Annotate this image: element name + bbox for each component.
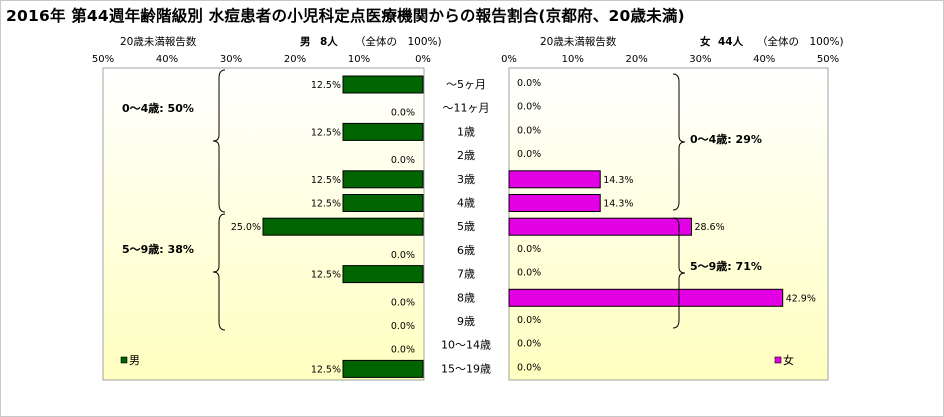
male-bar	[342, 194, 424, 212]
female-sub-label: 20歳未満報告数	[540, 35, 617, 48]
female-header-count: 44人	[718, 35, 744, 48]
male-header-total: （全体の 100%)	[355, 35, 442, 48]
female-annotation-5-9: 5～9歳: 71%	[690, 259, 762, 273]
age-category-label: 15～19歳	[441, 362, 491, 375]
female-data-label: 0.0%	[517, 315, 541, 326]
male-data-label: 25.0%	[231, 222, 261, 233]
male-bar	[342, 170, 424, 189]
female-annotation-0-4: 0～4歳: 29%	[690, 132, 762, 146]
female-data-label: 0.0%	[517, 78, 541, 89]
male-data-label: 12.5%	[311, 199, 341, 210]
female-tick-label: 0%	[501, 54, 517, 65]
age-category-label: 3歳	[457, 173, 475, 186]
male-data-label: 12.5%	[311, 270, 341, 281]
male-data-label: 12.5%	[311, 364, 341, 375]
age-category-label: 8歳	[457, 291, 475, 304]
male-tick-label: 30%	[220, 54, 242, 65]
female-brace-0-4	[672, 73, 686, 211]
male-annotation-5-9: 5～9歳: 38%	[122, 242, 194, 256]
female-tick-label: 30%	[689, 54, 711, 65]
age-category-label: 5歳	[457, 220, 475, 233]
male-bar	[342, 359, 424, 378]
age-category-label: ～5ヶ月	[446, 78, 486, 91]
male-bar	[262, 217, 424, 236]
male-tick-label: 20%	[284, 54, 306, 65]
male-data-label: 0.0%	[391, 155, 415, 166]
female-header-total: （全体の 100%)	[757, 35, 844, 48]
male-tick-label: 10%	[348, 54, 370, 65]
female-data-label: 14.3%	[603, 199, 633, 210]
female-legend-swatch	[774, 356, 782, 364]
male-data-label: 0.0%	[391, 321, 415, 332]
male-data-label: 0.0%	[391, 345, 415, 356]
male-data-label: 0.0%	[391, 250, 415, 261]
age-category-label: 4歳	[457, 197, 475, 210]
age-category-label: 1歳	[457, 125, 475, 138]
female-bar	[508, 288, 784, 307]
female-tick-label: 40%	[753, 54, 775, 65]
age-category-label: 9歳	[457, 315, 475, 328]
male-data-label: 0.0%	[391, 297, 415, 308]
male-brace-5-9	[212, 213, 226, 331]
male-tick-label: 40%	[156, 54, 178, 65]
female-data-label: 0.0%	[517, 268, 541, 279]
female-bar	[508, 217, 692, 236]
male-legend-label: 男	[129, 354, 140, 367]
male-header-count: 8人	[320, 35, 338, 48]
female-tick-label: 20%	[625, 54, 647, 65]
female-tick-label: 10%	[562, 54, 584, 65]
age-category-label: 2歳	[457, 149, 475, 162]
male-brace-0-4	[212, 69, 226, 213]
male-data-label: 12.5%	[311, 127, 341, 138]
female-bar	[508, 194, 601, 212]
male-annotation-0-4: 0～4歳: 50%	[122, 101, 194, 115]
female-data-label: 0.0%	[517, 149, 541, 160]
female-data-label: 0.0%	[517, 339, 541, 350]
male-data-label: 0.0%	[391, 108, 415, 119]
age-category-label: 6歳	[457, 244, 475, 257]
male-data-label: 12.5%	[311, 80, 341, 91]
chart-title: 2016年 第44週年齢階級別 水痘患者の小児科定点医療機関からの報告割合(京都…	[6, 7, 685, 25]
male-data-label: 12.5%	[311, 175, 341, 186]
female-data-label: 0.0%	[517, 102, 541, 113]
age-category-label: 10～14歳	[441, 339, 491, 352]
female-data-label: 0.0%	[517, 125, 541, 136]
female-data-label: 0.0%	[517, 362, 541, 373]
female-brace-5-9	[672, 217, 686, 329]
male-bar	[342, 265, 424, 284]
male-tick-label: 50%	[92, 54, 114, 65]
female-data-label: 42.9%	[786, 293, 816, 304]
age-category-label: 7歳	[457, 268, 475, 281]
female-data-label: 28.6%	[694, 222, 724, 233]
male-legend-swatch	[120, 356, 128, 364]
male-tick-label: 0%	[415, 54, 431, 65]
age-category-label: ～11ヶ月	[443, 102, 490, 115]
female-data-label: 0.0%	[517, 244, 541, 255]
female-header-sex: 女	[700, 35, 711, 48]
female-tick-label: 50%	[817, 54, 839, 65]
male-bar	[342, 122, 424, 141]
male-sub-label: 20歳未満報告数	[120, 35, 197, 48]
male-bar	[342, 75, 424, 94]
female-data-label: 14.3%	[603, 175, 633, 186]
male-header-sex: 男	[300, 36, 311, 48]
female-bar	[508, 170, 601, 189]
female-legend-label: 女	[783, 353, 794, 367]
